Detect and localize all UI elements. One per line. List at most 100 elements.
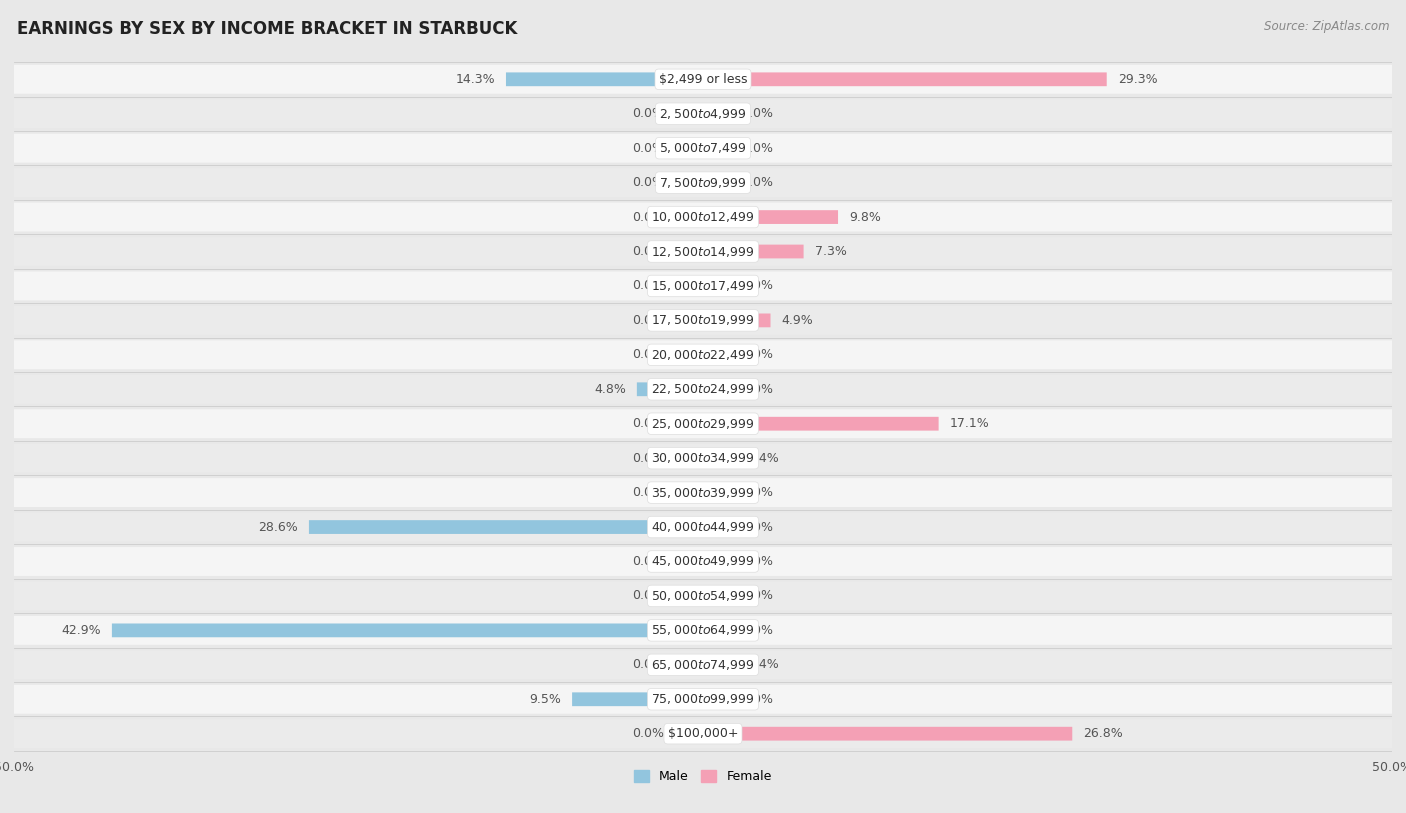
Text: $20,000 to $22,499: $20,000 to $22,499 <box>651 348 755 362</box>
Text: 4.8%: 4.8% <box>593 383 626 396</box>
FancyBboxPatch shape <box>14 237 1392 266</box>
Text: 0.0%: 0.0% <box>741 589 773 602</box>
FancyBboxPatch shape <box>14 720 1392 748</box>
FancyBboxPatch shape <box>14 685 1392 714</box>
Text: 0.0%: 0.0% <box>741 176 773 189</box>
Text: $100,000+: $100,000+ <box>668 727 738 740</box>
FancyBboxPatch shape <box>675 211 703 224</box>
FancyBboxPatch shape <box>703 279 731 293</box>
FancyBboxPatch shape <box>703 624 731 637</box>
FancyBboxPatch shape <box>14 99 1392 128</box>
Text: 0.0%: 0.0% <box>633 452 665 465</box>
Text: $22,500 to $24,999: $22,500 to $24,999 <box>651 382 755 396</box>
Text: 0.0%: 0.0% <box>633 417 665 430</box>
Text: 7.3%: 7.3% <box>814 245 846 258</box>
Text: 0.0%: 0.0% <box>633 589 665 602</box>
FancyBboxPatch shape <box>675 176 703 189</box>
Legend: Male, Female: Male, Female <box>630 765 776 789</box>
FancyBboxPatch shape <box>703 417 939 431</box>
Text: EARNINGS BY SEX BY INCOME BRACKET IN STARBUCK: EARNINGS BY SEX BY INCOME BRACKET IN STA… <box>17 20 517 38</box>
FancyBboxPatch shape <box>14 650 1392 680</box>
FancyBboxPatch shape <box>675 451 703 465</box>
FancyBboxPatch shape <box>675 141 703 155</box>
Text: $2,499 or less: $2,499 or less <box>659 73 747 86</box>
Text: 0.0%: 0.0% <box>633 555 665 568</box>
Text: $15,000 to $17,499: $15,000 to $17,499 <box>651 279 755 293</box>
FancyBboxPatch shape <box>675 727 703 741</box>
Text: 2.4%: 2.4% <box>747 659 779 672</box>
FancyBboxPatch shape <box>703 451 737 465</box>
Text: 0.0%: 0.0% <box>633 280 665 293</box>
FancyBboxPatch shape <box>14 133 1392 163</box>
Text: 0.0%: 0.0% <box>633 486 665 499</box>
Text: $17,500 to $19,999: $17,500 to $19,999 <box>651 313 755 328</box>
Text: 0.0%: 0.0% <box>741 486 773 499</box>
FancyBboxPatch shape <box>14 547 1392 576</box>
FancyBboxPatch shape <box>506 72 703 86</box>
Text: 26.8%: 26.8% <box>1083 727 1123 740</box>
FancyBboxPatch shape <box>675 279 703 293</box>
FancyBboxPatch shape <box>309 520 703 534</box>
Text: $25,000 to $29,999: $25,000 to $29,999 <box>651 417 755 431</box>
Text: 0.0%: 0.0% <box>633 245 665 258</box>
FancyBboxPatch shape <box>703 72 1107 86</box>
Text: $7,500 to $9,999: $7,500 to $9,999 <box>659 176 747 189</box>
FancyBboxPatch shape <box>703 245 804 259</box>
FancyBboxPatch shape <box>14 444 1392 472</box>
Text: $65,000 to $74,999: $65,000 to $74,999 <box>651 658 755 672</box>
Text: 2.4%: 2.4% <box>747 452 779 465</box>
Text: 0.0%: 0.0% <box>741 107 773 120</box>
Text: 0.0%: 0.0% <box>633 727 665 740</box>
FancyBboxPatch shape <box>703 693 731 706</box>
FancyBboxPatch shape <box>703 658 737 672</box>
Text: 28.6%: 28.6% <box>259 520 298 533</box>
FancyBboxPatch shape <box>675 554 703 568</box>
FancyBboxPatch shape <box>703 348 731 362</box>
Text: 17.1%: 17.1% <box>949 417 990 430</box>
Text: $35,000 to $39,999: $35,000 to $39,999 <box>651 485 755 500</box>
Text: 0.0%: 0.0% <box>633 314 665 327</box>
Text: 0.0%: 0.0% <box>741 348 773 361</box>
FancyBboxPatch shape <box>14 409 1392 438</box>
Text: $75,000 to $99,999: $75,000 to $99,999 <box>651 692 755 706</box>
Text: 0.0%: 0.0% <box>633 107 665 120</box>
Text: 0.0%: 0.0% <box>633 348 665 361</box>
Text: 0.0%: 0.0% <box>633 141 665 154</box>
Text: 42.9%: 42.9% <box>62 624 101 637</box>
FancyBboxPatch shape <box>703 314 770 328</box>
Text: Source: ZipAtlas.com: Source: ZipAtlas.com <box>1264 20 1389 33</box>
Text: 0.0%: 0.0% <box>633 211 665 224</box>
FancyBboxPatch shape <box>14 341 1392 369</box>
FancyBboxPatch shape <box>675 107 703 120</box>
Text: $40,000 to $44,999: $40,000 to $44,999 <box>651 520 755 534</box>
Text: $50,000 to $54,999: $50,000 to $54,999 <box>651 589 755 603</box>
FancyBboxPatch shape <box>703 211 838 224</box>
Text: $10,000 to $12,499: $10,000 to $12,499 <box>651 210 755 224</box>
Text: 29.3%: 29.3% <box>1118 73 1157 86</box>
Text: 0.0%: 0.0% <box>633 176 665 189</box>
Text: $55,000 to $64,999: $55,000 to $64,999 <box>651 624 755 637</box>
FancyBboxPatch shape <box>675 245 703 259</box>
FancyBboxPatch shape <box>703 176 731 189</box>
FancyBboxPatch shape <box>675 658 703 672</box>
Text: 0.0%: 0.0% <box>741 383 773 396</box>
FancyBboxPatch shape <box>14 375 1392 404</box>
FancyBboxPatch shape <box>14 202 1392 232</box>
FancyBboxPatch shape <box>675 348 703 362</box>
Text: 4.9%: 4.9% <box>782 314 813 327</box>
FancyBboxPatch shape <box>14 168 1392 197</box>
FancyBboxPatch shape <box>112 624 703 637</box>
FancyBboxPatch shape <box>703 382 731 396</box>
Text: $2,500 to $4,999: $2,500 to $4,999 <box>659 107 747 121</box>
Text: $5,000 to $7,499: $5,000 to $7,499 <box>659 141 747 155</box>
FancyBboxPatch shape <box>675 485 703 499</box>
FancyBboxPatch shape <box>14 616 1392 645</box>
FancyBboxPatch shape <box>703 485 731 499</box>
FancyBboxPatch shape <box>703 554 731 568</box>
FancyBboxPatch shape <box>675 417 703 431</box>
Text: $30,000 to $34,999: $30,000 to $34,999 <box>651 451 755 465</box>
Text: 0.0%: 0.0% <box>741 520 773 533</box>
Text: $12,500 to $14,999: $12,500 to $14,999 <box>651 245 755 259</box>
FancyBboxPatch shape <box>675 314 703 328</box>
Text: 0.0%: 0.0% <box>741 555 773 568</box>
